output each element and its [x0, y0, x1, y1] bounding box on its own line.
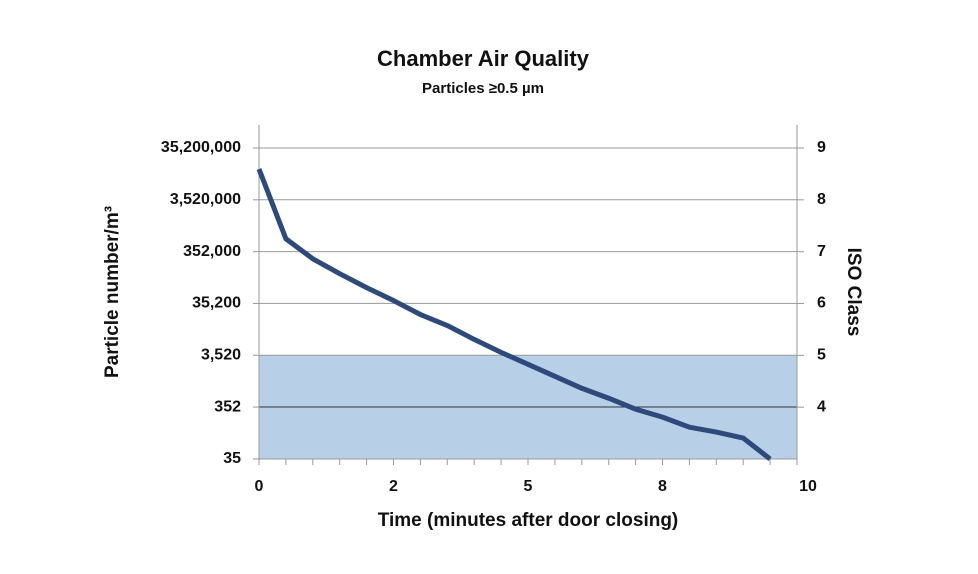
y2-tick-label: 9: [817, 139, 826, 156]
y2-tick-label: 7: [817, 243, 826, 260]
y2-tick-label: 8: [817, 191, 826, 208]
x-tick-label: 5: [524, 478, 533, 495]
chart-title: Chamber Air Quality: [377, 46, 590, 71]
x-axis-title: Time (minutes after door closing): [378, 510, 679, 531]
y2-tick-label: 5: [817, 347, 826, 364]
y-tick-label: 35,200,000: [161, 139, 241, 156]
data-line: [256, 168, 772, 461]
y2-tick-label: 4: [817, 398, 826, 415]
y2-tick-label: 6: [817, 295, 826, 312]
x-tick-label: 10: [799, 478, 817, 495]
x-tick-label: 8: [658, 478, 667, 495]
y-tick-label: 352,000: [183, 243, 241, 260]
x-tick-label: 0: [255, 478, 264, 495]
y-tick-label: 3,520: [201, 346, 241, 363]
x-tick-label: 2: [389, 478, 398, 495]
y-tick-label: 35,200: [192, 295, 241, 312]
y-axis-title: Particle number/m³: [102, 206, 123, 378]
chart-subtitle: Particles ≥0.5 µm: [422, 80, 544, 97]
y2-axis-title: ISO Class: [843, 248, 864, 337]
y-tick-label: 35: [223, 450, 241, 467]
y-tick-label: 3,520,000: [170, 191, 241, 208]
y-tick-label: 352: [214, 398, 241, 415]
